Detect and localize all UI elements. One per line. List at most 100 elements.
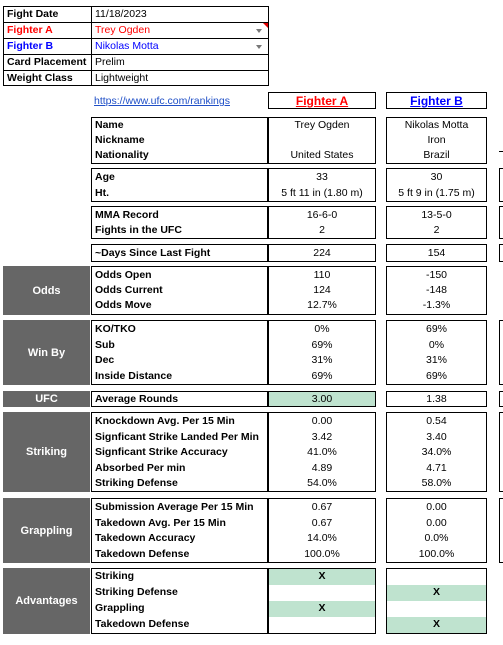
- stat-value-b: Nikolas Motta: [404, 119, 469, 131]
- comment-marker-icon: [263, 23, 268, 28]
- stat-label: Knockdown Avg. Per 15 Min: [95, 415, 235, 427]
- offscreen-column-edge: [499, 320, 503, 385]
- stat-value-b: 4.71: [426, 462, 447, 474]
- stat-value-b: Brazil: [423, 149, 450, 161]
- fighter-b-label: Fighter B: [7, 40, 54, 52]
- stat-value-b: 1.38: [426, 393, 447, 405]
- stat-value-b: 69%: [425, 323, 447, 335]
- offscreen-column-edge: [499, 244, 503, 262]
- stat-value-a: 12.7%: [307, 299, 337, 311]
- stat-label: Age: [95, 171, 115, 183]
- stat-label: Inside Distance: [95, 370, 173, 382]
- ufc-labels: Average Rounds: [91, 391, 268, 407]
- chevron-down-icon[interactable]: [256, 45, 262, 49]
- stat-label: Striking Defense: [95, 477, 178, 489]
- stat-label: Name: [95, 119, 124, 131]
- winby-fighter-b: 69% 0% 31% 69%: [386, 320, 487, 385]
- striking-fighter-a: 0.00 3.42 41.0% 4.89 54.0%: [268, 412, 376, 492]
- stat-label: Signficant Strike Landed Per Min: [95, 431, 259, 443]
- rankings-link[interactable]: https://www.ufc.com/rankings: [94, 95, 230, 107]
- record-fighter-a: 16-6-0 2: [268, 206, 376, 239]
- stat-label: Odds Move: [95, 299, 152, 311]
- offscreen-column-edge: [499, 168, 503, 202]
- stat-value-b: Iron: [427, 134, 446, 146]
- stat-label: ~Days Since Last Fight: [95, 247, 211, 259]
- fight-date-value[interactable]: 11/18/2023: [95, 8, 147, 20]
- fighter-a-header: Fighter A: [268, 92, 376, 109]
- fighter-b-header: Fighter B: [386, 92, 487, 109]
- stat-value-a: 224: [313, 247, 331, 259]
- stat-value-b: 3.40: [426, 431, 447, 443]
- stat-value-a: 100.0%: [304, 548, 340, 560]
- striking-fighter-b: 0.54 3.40 34.0% 4.71 58.0%: [386, 412, 487, 492]
- advantage-mark-b: X: [387, 617, 486, 633]
- physical-fighter-a: 33 5 ft 11 in (1.80 m): [268, 168, 376, 202]
- striking-labels: Knockdown Avg. Per 15 Min Signficant Str…: [91, 412, 268, 492]
- stat-value-b: 0.0%: [424, 532, 449, 544]
- chevron-down-icon[interactable]: [256, 29, 262, 33]
- advantage-mark-a: X: [269, 601, 375, 617]
- fighter-a-select[interactable]: Trey Ogden: [95, 24, 151, 36]
- advantage-mark-a: [269, 585, 375, 601]
- bio-fighter-b: Nikolas Motta Iron Brazil: [386, 117, 487, 164]
- stat-value-a: [269, 133, 375, 149]
- section-title-win-by: Win By: [3, 320, 90, 385]
- stat-value-a: 3.42: [311, 431, 333, 443]
- stat-value-a: 0%: [314, 323, 330, 335]
- stat-label: KO/TKO: [95, 323, 136, 335]
- advantages-fighter-a: X X: [268, 568, 376, 634]
- stat-value-b: -150: [425, 269, 447, 281]
- stat-label: Average Rounds: [95, 393, 179, 405]
- ufc-fighter-a: 3.00: [268, 391, 376, 407]
- stat-value-b: 0%: [428, 339, 445, 351]
- stat-label: Takedown Defense: [95, 618, 190, 630]
- stat-label: Sub: [95, 339, 115, 351]
- stat-value-b: 13-5-0: [421, 209, 452, 221]
- stat-label: Takedown Defense: [95, 548, 190, 560]
- stat-value-a: 5 ft 11 in (1.80 m): [281, 187, 363, 199]
- card-placement-value[interactable]: Prelim: [95, 56, 125, 68]
- card-placement-label: Card Placement: [7, 56, 87, 68]
- days-labels: ~Days Since Last Fight: [91, 244, 268, 262]
- stat-value-a: 69%: [311, 370, 333, 382]
- stat-label: Striking Defense: [95, 586, 178, 598]
- record-fighter-b: 13-5-0 2: [386, 206, 487, 239]
- stat-value-a: 16-6-0: [306, 209, 338, 221]
- stat-value-b: 5 ft 9 in (1.75 m): [398, 187, 475, 199]
- stat-label: Nationality: [95, 149, 149, 161]
- grappling-fighter-b: 0.00 0.00 0.0% 100.0%: [386, 498, 487, 563]
- offscreen-column-edge: [499, 498, 503, 563]
- stat-label: MMA Record: [95, 209, 159, 221]
- stat-label: Odds Current: [95, 284, 163, 296]
- bio-fighter-a: Trey Ogden United States: [268, 117, 376, 164]
- stat-value-b: 69%: [425, 370, 447, 382]
- days-fighter-b: 154: [386, 244, 487, 262]
- advantage-mark-a: X: [269, 569, 375, 585]
- stat-value-b: 154: [427, 247, 446, 259]
- stat-value-b: 34.0%: [421, 446, 452, 458]
- fighter-b-select[interactable]: Nikolas Motta: [95, 40, 159, 52]
- stat-value-a: 3.00: [311, 393, 333, 405]
- stat-label: Striking: [95, 570, 135, 582]
- stat-value-a: United States: [290, 149, 354, 161]
- stat-value-b: -1.3%: [422, 299, 451, 311]
- stat-value-b: -148: [425, 284, 447, 296]
- grappling-labels: Submission Average Per 15 Min Takedown A…: [91, 498, 268, 563]
- weight-class-value[interactable]: Lightweight: [95, 72, 149, 84]
- advantage-mark-b: [387, 569, 486, 585]
- stat-value-a: Trey Ogden: [294, 119, 350, 131]
- stat-label: Nickname: [95, 134, 145, 146]
- winby-fighter-a: 0% 69% 31% 69%: [268, 320, 376, 385]
- stat-value-b: 0.54: [426, 415, 447, 427]
- stat-label: Fights in the UFC: [95, 224, 182, 236]
- section-title-ufc: UFC: [3, 391, 90, 407]
- offscreen-column-edge: [499, 391, 503, 407]
- physical-fighter-b: 30 5 ft 9 in (1.75 m): [386, 168, 487, 202]
- advantages-fighter-b: X X: [386, 568, 487, 634]
- section-title-grappling: Grappling: [3, 498, 90, 563]
- grappling-fighter-a: 0.67 0.67 14.0% 100.0%: [268, 498, 376, 563]
- section-title-odds: Odds: [3, 266, 90, 315]
- fight-date-label: Fight Date: [7, 8, 59, 20]
- stat-value-b: 0.00: [426, 517, 447, 529]
- stat-value-a: 14.0%: [307, 532, 337, 544]
